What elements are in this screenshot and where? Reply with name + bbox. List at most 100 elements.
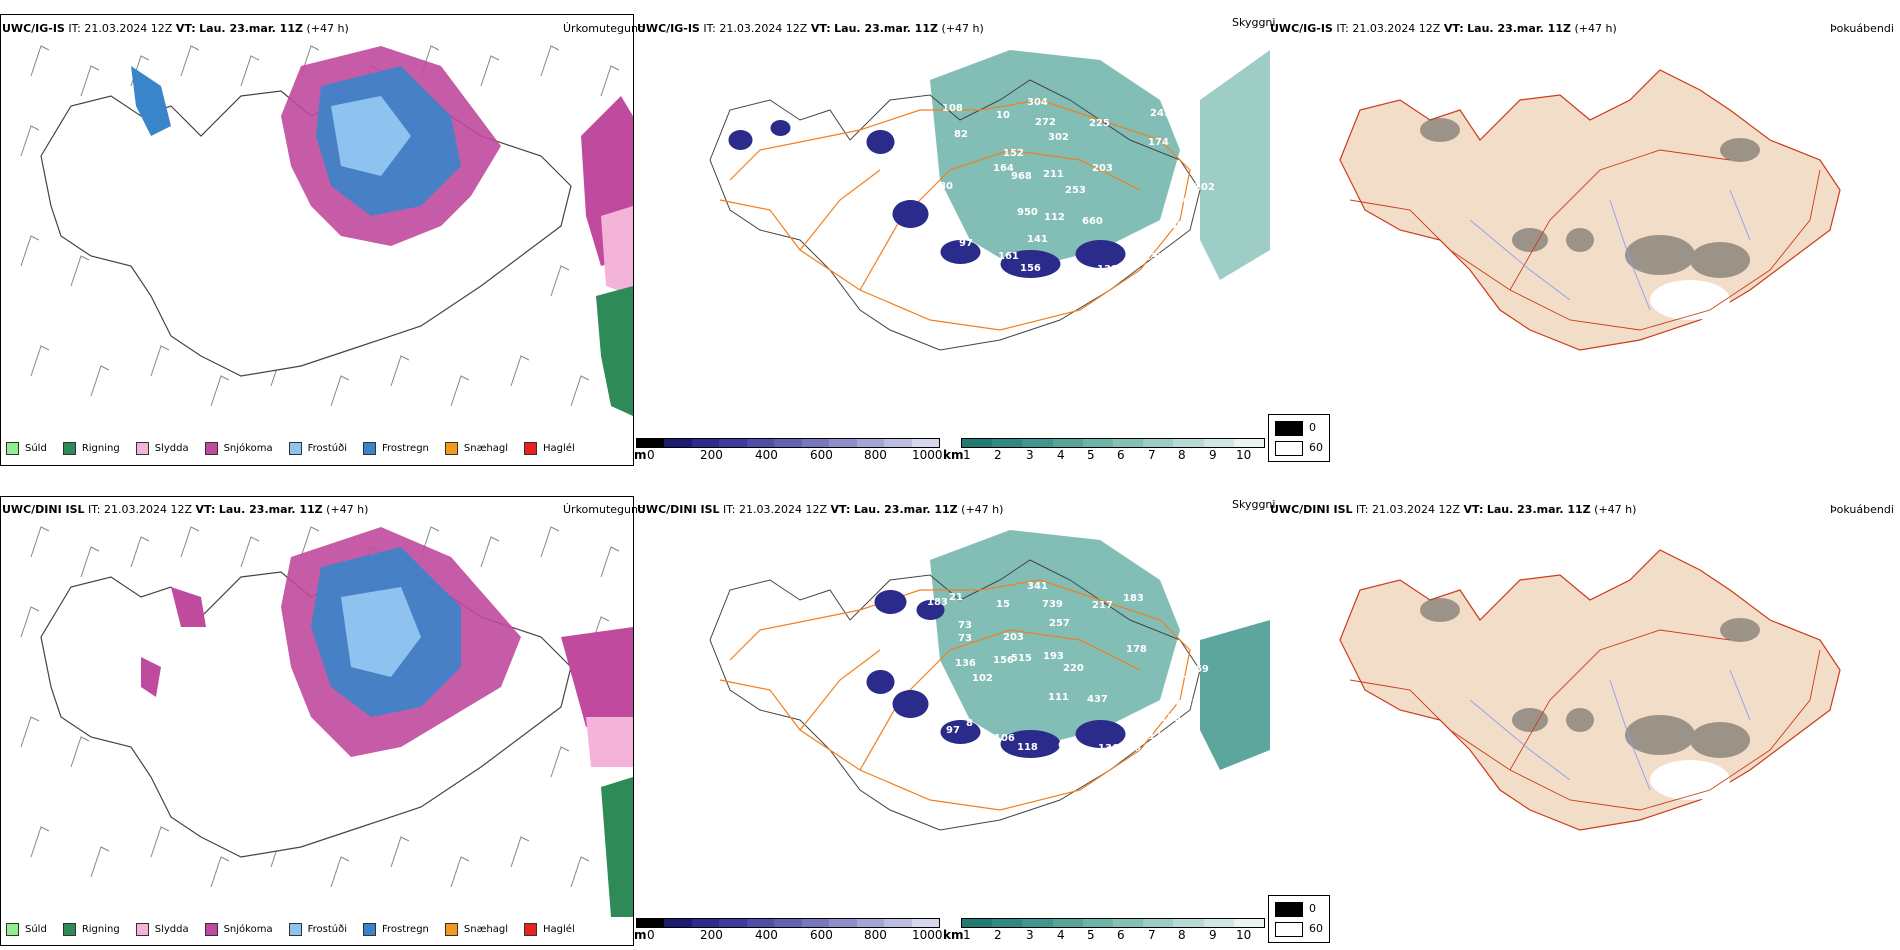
legend-item: Snæhagl	[444, 441, 508, 455]
rivers	[1469, 189, 1751, 311]
visibility-value: 82	[954, 129, 968, 140]
colorbar-cell	[962, 919, 993, 927]
visibility-tick: 1	[963, 928, 971, 942]
visibility-value: 118	[1017, 742, 1038, 753]
colorbar-cell	[1173, 439, 1204, 447]
west-snow	[141, 587, 206, 697]
visibility-value: 660	[1082, 216, 1103, 227]
rivers	[1469, 669, 1751, 791]
colorbar-cell	[884, 439, 912, 447]
legend-swatch	[444, 922, 458, 936]
coast-rain	[601, 777, 633, 917]
visibility-value: 304	[1027, 97, 1048, 108]
visibility-title-2: Skyggni	[1232, 498, 1276, 511]
visibility-tick: 2	[994, 448, 1002, 462]
visibility-header-1: UWC/IG-IS IT: 21.03.2024 12Z VT: Lau. 23…	[637, 22, 984, 35]
visibility-value: 203	[1003, 632, 1024, 643]
colorbar-cell	[774, 919, 802, 927]
visibility-value: 437	[1087, 694, 1108, 705]
legend-item: Frostúði	[288, 441, 347, 455]
visibility-tick: 10	[1236, 928, 1252, 942]
colorbar-cell	[911, 919, 939, 927]
legend-swatch	[363, 441, 376, 455]
colorbar-cell	[1082, 919, 1114, 927]
ceiling-colorbar-1	[636, 438, 940, 448]
visibility-value: 73	[958, 620, 972, 631]
ceiling-tick: 400	[755, 448, 778, 462]
visibility-value: 111	[1048, 692, 1069, 703]
colorbar-cell	[664, 919, 692, 927]
visibility-value: 156	[1020, 263, 1041, 274]
visibility-haze	[930, 50, 1180, 270]
fog-legend-2: 0 60	[1268, 895, 1330, 943]
colorbar-cell	[801, 919, 830, 927]
precip-map-2	[20, 526, 633, 917]
legend-swatch	[524, 441, 538, 455]
colorbar-cell	[1233, 919, 1265, 927]
visibility-value: 126	[1120, 743, 1141, 754]
visibility-tick: 6	[1117, 928, 1125, 942]
visibility-value: 52	[794, 196, 808, 207]
colorbar-cell	[884, 919, 912, 927]
low-ceiling-cells	[728, 120, 1126, 278]
visibility-value: 341	[1027, 581, 1048, 592]
road-network	[719, 99, 1191, 331]
visibility-title-1: Skyggni	[1232, 16, 1276, 29]
visibility-value: 241	[1150, 108, 1171, 119]
legend-item: Súld	[6, 441, 47, 455]
visibility-value: 64	[875, 262, 889, 273]
ceiling-tick: 200	[700, 928, 723, 942]
visibility-tick: 8	[1178, 448, 1186, 462]
drizzle-area	[341, 587, 421, 677]
legend-swatch	[444, 441, 458, 455]
visibility-value: 203	[1092, 163, 1113, 174]
visibility-value: 739	[1042, 599, 1063, 610]
legend-swatch	[62, 922, 76, 936]
visibility-tick: 1	[963, 448, 971, 462]
visibility-value: 107	[1169, 675, 1190, 686]
fog-swatch	[1275, 441, 1303, 456]
precip-header-1: UWC/IG-IS IT: 21.03.2024 12Z VT: Lau. 23…	[2, 22, 349, 35]
visibility-value: 136	[955, 658, 976, 669]
visibility-tick: 9	[1209, 448, 1217, 462]
visibility-value: 302	[1048, 132, 1069, 143]
legend-item: Snæhagl	[444, 922, 508, 936]
colorbar-cell	[992, 439, 1023, 447]
legend-swatch	[288, 922, 302, 936]
precip-legend-1: Súld Rigning Slydda Snjókoma Frostúði Fr…	[0, 437, 634, 459]
colorbar-cell	[774, 439, 802, 447]
coast-sleet	[601, 206, 633, 296]
visibility-tick: 9	[1209, 928, 1217, 942]
colorbar-cell	[962, 439, 993, 447]
visibility-value: 169	[1188, 664, 1209, 675]
coast-snow	[561, 627, 633, 727]
visibility-value: 75	[934, 864, 948, 875]
visibility-value: 211	[1043, 169, 1064, 180]
visibility-value: 10	[996, 110, 1010, 121]
colorbar-cell	[746, 439, 775, 447]
clear-area	[1650, 760, 1730, 800]
fog-map-1	[1339, 69, 1841, 351]
iceland-land	[1339, 549, 1841, 831]
colorbar-cell	[1113, 919, 1144, 927]
visibility-value: 152	[1003, 148, 1024, 159]
legend-item: Slydda	[135, 922, 189, 936]
visibility-value: 220	[1063, 663, 1084, 674]
precip-legend-2: Súld Rigning Slydda Snjókoma Frostúði Fr…	[0, 918, 634, 940]
visibility-value: 93	[1120, 264, 1134, 275]
visibility-value: 130	[1163, 220, 1184, 231]
ceiling-unit: m	[634, 928, 647, 942]
colorbar-cell	[1143, 439, 1174, 447]
visibility-value: 141	[1027, 234, 1048, 245]
precip-map-frame-2	[0, 496, 634, 946]
colorbar-cell	[1022, 439, 1053, 447]
legend-swatch	[363, 922, 376, 936]
fog-swatch	[1275, 421, 1303, 436]
drizzle-area	[331, 96, 411, 176]
ceiling-tick: 800	[864, 448, 887, 462]
legend-swatch	[288, 441, 302, 455]
visibility-value: 27	[893, 144, 907, 155]
colorbar-cell	[992, 919, 1023, 927]
visibility-value: 102	[754, 83, 775, 94]
colorbar-cell	[1022, 919, 1053, 927]
